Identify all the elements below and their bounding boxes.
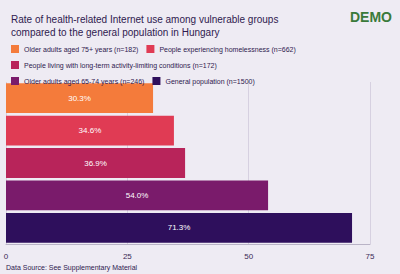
svg-text:People living with long-term a: People living with long-term activity-li…: [24, 62, 217, 70]
svg-text:People experiencing homelessne: People experiencing homelessness (n=662): [159, 46, 295, 54]
svg-text:75: 75: [366, 252, 375, 261]
svg-text:Rate of health-related Interne: Rate of health-related Internet use amon…: [11, 14, 281, 25]
svg-text:36.9%: 36.9%: [84, 159, 107, 168]
svg-text:compared to the general popula: compared to the general population in Hu…: [11, 27, 219, 38]
svg-text:General population (n=1500): General population (n=1500): [165, 78, 254, 86]
svg-text:34.6%: 34.6%: [79, 126, 102, 135]
svg-text:Older adults aged 75+ years (n: Older adults aged 75+ years (n=182): [24, 46, 138, 54]
svg-text:50: 50: [244, 252, 253, 261]
svg-text:30.3%: 30.3%: [68, 94, 91, 103]
svg-text:Older adults aged 65-74 years: Older adults aged 65-74 years (n=246): [24, 78, 144, 86]
svg-text:25: 25: [123, 252, 132, 261]
svg-text:DEMO: DEMO: [350, 9, 392, 25]
svg-text:0: 0: [4, 252, 9, 261]
svg-text:Data Source: See Supplementary: Data Source: See Supplementary Material: [6, 264, 138, 272]
svg-text:54.0%: 54.0%: [126, 191, 149, 200]
svg-text:71.3%: 71.3%: [168, 223, 191, 232]
